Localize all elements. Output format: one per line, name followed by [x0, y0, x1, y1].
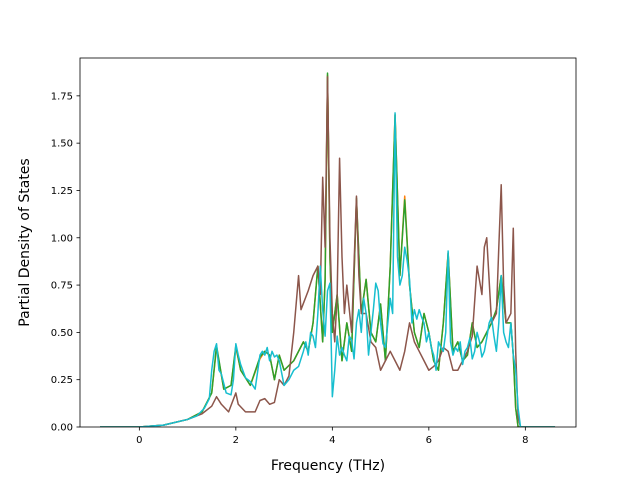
y-tick-label: 0.50 — [51, 328, 73, 339]
ticks-layer: 0 2 4 6 8 0.00 0.25 0.50 0.75 1.00 1.25 1.50 1.75 — [51, 91, 529, 446]
series-layer — [100, 72, 556, 427]
x-tick-label: 0 — [136, 435, 142, 446]
y-tick-label: 0.75 — [51, 281, 73, 292]
series-line-4 — [100, 112, 556, 427]
series-line-3 — [100, 76, 556, 427]
x-tick-label: 8 — [522, 435, 528, 446]
x-tick-label: 6 — [426, 435, 432, 446]
y-tick-label: 0.00 — [51, 423, 73, 434]
y-tick-label: 1.25 — [51, 186, 73, 197]
y-axis-label: Partial Density of States — [17, 158, 33, 326]
y-tick-label: 1.50 — [51, 139, 73, 150]
y-tick-label: 1.75 — [51, 91, 73, 102]
y-tick-label: 1.00 — [51, 233, 73, 244]
x-tick-label: 2 — [233, 435, 239, 446]
y-tick-label: 0.25 — [51, 375, 73, 386]
x-tick-label: 4 — [329, 435, 335, 446]
x-axis-label: Frequency (THz) — [271, 458, 385, 474]
plot-frame — [79, 57, 577, 428]
